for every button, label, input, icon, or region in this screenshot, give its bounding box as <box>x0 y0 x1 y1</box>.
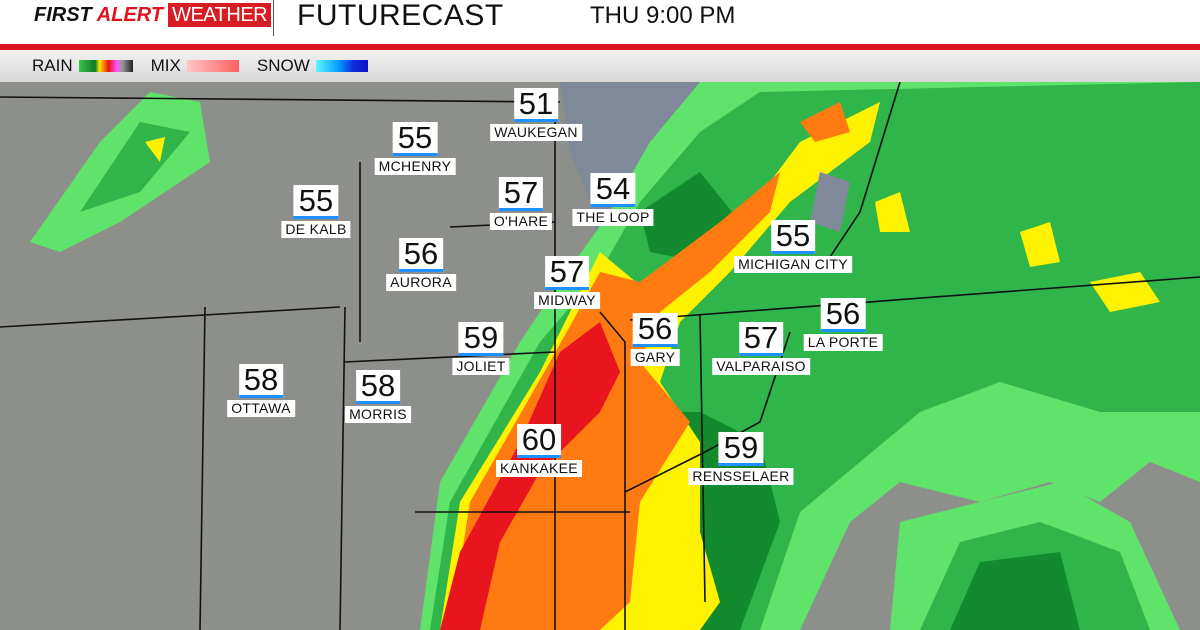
temp-value: 58 <box>238 364 284 398</box>
brand-alert: ALERT <box>96 4 164 26</box>
temp-value: 57 <box>738 322 784 356</box>
rain-swatch <box>78 60 133 72</box>
city-name: MIDWAY <box>534 292 600 309</box>
city-gary: 56 GARY <box>630 313 680 366</box>
city-name: O'HARE <box>489 213 553 230</box>
temp-value: 55 <box>770 220 816 254</box>
city-name: MCHENRY <box>374 158 456 175</box>
temp-value: 55 <box>293 185 339 219</box>
city-ottawa: 58 OTTAWA <box>227 364 295 417</box>
temp-value: 59 <box>718 432 764 466</box>
temp-value: 51 <box>513 88 559 122</box>
city-name: JOLIET <box>452 358 510 375</box>
header: FIRST ALERT WEATHER FUTURECAST THU 9:00 … <box>0 0 1200 44</box>
brand-first: FIRST <box>34 4 92 26</box>
legend-mix-label: MIX <box>150 56 181 75</box>
forecast-time: THU 9:00 PM <box>590 2 736 29</box>
accent-bar <box>0 44 1200 50</box>
city-name: OTTAWA <box>227 400 295 417</box>
radar-map[interactable]: 51 WAUKEGAN 55 MCHENRY 55 DE KALB 57 O'HARE … <box>0 82 1200 630</box>
city-name: DE KALB <box>281 221 351 238</box>
city-michigan-city: 55 MICHIGAN CITY <box>734 220 852 273</box>
city-name: AURORA <box>386 274 456 291</box>
precip-legend: RAIN MIX SNOW <box>0 50 1200 82</box>
temp-value: 56 <box>820 298 866 332</box>
city-name: KANKAKEE <box>496 460 582 477</box>
header-divider <box>273 0 274 36</box>
temp-value: 55 <box>392 122 438 156</box>
city-name: MORRIS <box>345 406 411 423</box>
city-la-porte: 56 LA PORTE <box>803 298 883 351</box>
brand-weather: WEATHER <box>168 3 272 27</box>
city-kankakee: 60 KANKAKEE <box>496 424 582 477</box>
city-rensselaer: 59 RENSSELAER <box>688 432 794 485</box>
temp-value: 60 <box>516 424 562 458</box>
radar-layer <box>0 82 1200 630</box>
temp-value: 59 <box>458 322 504 356</box>
mix-swatch <box>186 60 239 72</box>
temp-value: 56 <box>398 238 444 272</box>
temp-value: 56 <box>632 313 678 347</box>
temp-value: 54 <box>590 173 636 207</box>
city-valparaiso: 57 VALPARAISO <box>712 322 810 375</box>
city-name: THE LOOP <box>572 209 654 226</box>
legend-rain-label: RAIN <box>32 56 73 75</box>
brand-logo: FIRST ALERT WEATHER <box>34 3 272 27</box>
temp-value: 57 <box>544 256 590 290</box>
city-name: RENSSELAER <box>688 468 794 485</box>
city-mchenry: 55 MCHENRY <box>374 122 456 175</box>
city-dekalb: 55 DE KALB <box>281 185 351 238</box>
city-joliet: 59 JOLIET <box>452 322 510 375</box>
temp-value: 58 <box>355 370 401 404</box>
city-name: MICHIGAN CITY <box>734 256 852 273</box>
city-name: GARY <box>630 349 680 366</box>
city-ohare: 57 O'HARE <box>489 177 553 230</box>
temp-value: 57 <box>498 177 544 211</box>
city-the-loop: 54 THE LOOP <box>572 173 654 226</box>
legend-snow-label: SNOW <box>256 56 310 75</box>
city-name: WAUKEGAN <box>490 124 582 141</box>
city-aurora: 56 AURORA <box>386 238 456 291</box>
city-midway: 57 MIDWAY <box>534 256 600 309</box>
page-title: FUTURECAST <box>297 0 504 32</box>
city-waukegan: 51 WAUKEGAN <box>490 88 582 141</box>
city-morris: 58 MORRIS <box>345 370 411 423</box>
city-name: VALPARAISO <box>712 358 810 375</box>
city-name: LA PORTE <box>803 334 883 351</box>
snow-swatch <box>315 60 368 72</box>
